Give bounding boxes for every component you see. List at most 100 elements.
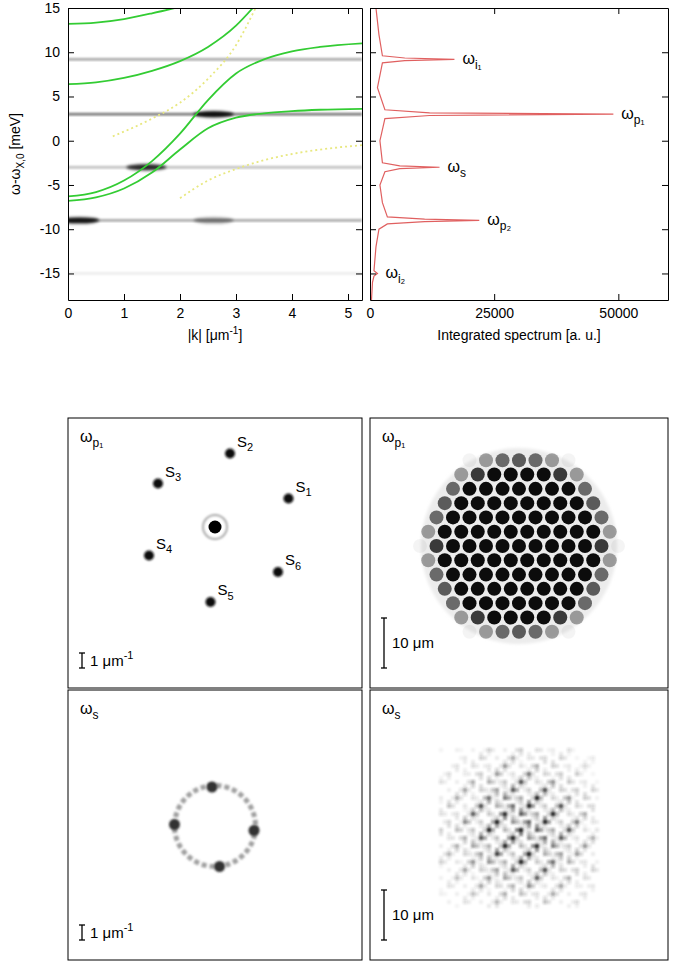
pattern-dot: [463, 510, 477, 524]
pattern-cell: [591, 760, 595, 764]
pattern-cell: [551, 748, 555, 752]
pattern-cell: [547, 820, 551, 824]
tick-mark: [370, 8, 376, 9]
pattern-cell: [587, 836, 591, 840]
tick-mark: [370, 185, 376, 186]
pattern-cell: [583, 860, 587, 864]
pattern-cell: [591, 884, 595, 888]
pattern-cell: [567, 828, 571, 832]
pattern-cell: [555, 852, 559, 856]
pattern-cell: [519, 864, 523, 868]
pattern-cell: [495, 820, 499, 824]
pattern-cell: [495, 824, 499, 828]
pattern-cell: [531, 892, 535, 896]
pattern-cell: [551, 808, 555, 812]
pattern-cell: [523, 764, 527, 768]
pattern-cell: [471, 764, 475, 768]
pattern-cell: [555, 840, 559, 844]
series-line: [68, 109, 362, 201]
pattern-cell: [487, 856, 491, 860]
pattern-cell: [495, 788, 499, 792]
tick-label: 0: [52, 133, 60, 149]
pattern-dot: [512, 539, 526, 553]
pattern-cell: [595, 780, 599, 784]
pattern-cell: [511, 852, 515, 856]
pattern-cell: [567, 764, 571, 768]
pattern-cell: [487, 876, 491, 880]
peak-label: ωp₁: [621, 105, 644, 127]
pattern-cell: [499, 824, 503, 828]
pattern-cell: [527, 820, 531, 824]
pattern-cell: [455, 768, 459, 772]
pattern-cell: [575, 904, 579, 908]
tick-label: 1: [121, 305, 129, 321]
scale-bar-cap: [381, 667, 387, 668]
pattern-cell: [447, 852, 451, 856]
pattern-cell: [555, 812, 559, 816]
panel-title: ωs: [382, 700, 401, 722]
pattern-dot: [504, 496, 518, 510]
tick-mark: [662, 185, 668, 186]
pattern-cell: [471, 748, 475, 752]
tick-mark: [356, 273, 362, 274]
pattern-cell: [491, 816, 495, 820]
pattern-cell: [447, 824, 451, 828]
pattern-cell: [455, 748, 459, 752]
pattern-cell: [487, 892, 491, 896]
pattern-cell: [491, 772, 495, 776]
pattern-cell: [571, 788, 575, 792]
pattern-cell: [467, 892, 471, 896]
pattern-dot: [595, 510, 609, 524]
tick: -5: [48, 177, 74, 193]
pattern-cell: [439, 748, 443, 752]
scale-bar-cap: [381, 617, 387, 618]
pattern-cell: [587, 844, 591, 848]
pattern-cell: [523, 784, 527, 788]
tick-mark: [494, 8, 495, 14]
pattern-cell: [559, 900, 563, 904]
pattern-cell: [575, 880, 579, 884]
pattern-cell: [459, 860, 463, 864]
tick-mark: [356, 229, 362, 230]
tick-label: 5: [345, 305, 353, 321]
series-line: [113, 8, 256, 136]
pattern-cell: [463, 760, 467, 764]
pattern-cell: [531, 836, 535, 840]
pattern-cell: [503, 784, 507, 788]
pattern-cell: [543, 844, 547, 848]
pattern-cell: [487, 848, 491, 852]
series-line: [68, 8, 253, 84]
pattern-cell: [503, 896, 507, 900]
pattern-dot: [537, 582, 551, 596]
scale-bar-line: [383, 618, 384, 668]
pattern-cell: [511, 812, 515, 816]
pattern-cell: [467, 868, 471, 872]
pattern-dot: [479, 568, 493, 582]
pattern-cell: [567, 752, 571, 756]
pattern-cell: [479, 888, 483, 892]
pattern-cell: [547, 872, 551, 876]
pattern-cell: [583, 844, 587, 848]
pattern-cell: [571, 820, 575, 824]
pattern-dot: [479, 596, 493, 610]
tick-mark: [180, 8, 181, 14]
pattern-cell: [491, 856, 495, 860]
pattern-cell: [583, 872, 587, 876]
pattern-cell: [471, 836, 475, 840]
tick-label: 15: [44, 0, 60, 16]
pattern-cell: [487, 796, 491, 800]
pattern-cell: [539, 844, 543, 848]
pattern-cell: [463, 792, 467, 796]
scale-bar-cap: [381, 889, 387, 890]
pattern-cell: [455, 860, 459, 864]
pattern-cell: [471, 876, 475, 880]
tick-mark: [662, 229, 668, 230]
panel-title: ωp₁: [382, 428, 405, 450]
pattern-cell: [591, 820, 595, 824]
pattern-cell: [535, 856, 539, 860]
pattern-cell: [451, 836, 455, 840]
pattern-cell: [591, 840, 595, 844]
tick-mark: [662, 273, 668, 274]
pattern-cell: [583, 828, 587, 832]
pattern-cell: [487, 828, 491, 832]
